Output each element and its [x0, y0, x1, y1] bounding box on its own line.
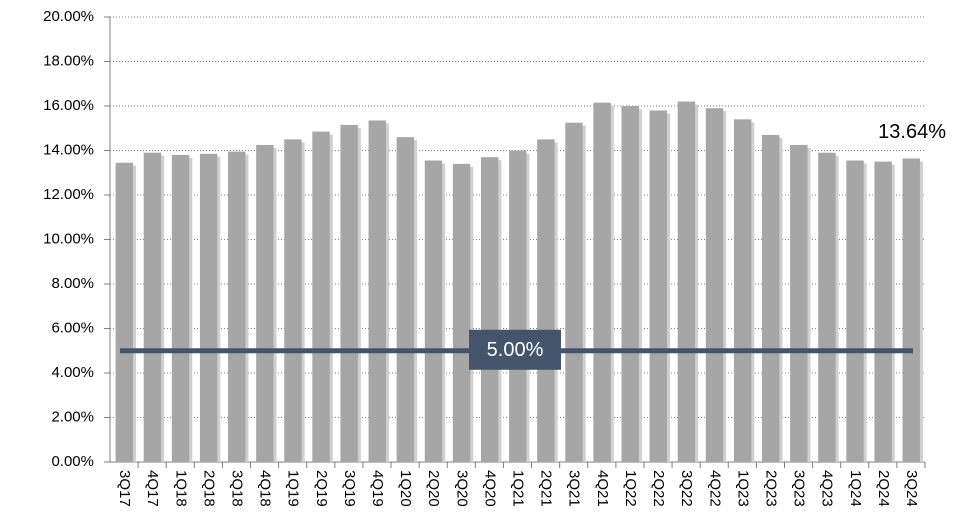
x-tick-label: 3Q23	[791, 470, 808, 507]
bar	[649, 110, 668, 462]
bar	[228, 151, 246, 463]
bar	[396, 137, 415, 462]
x-tick-label: 1Q20	[397, 470, 414, 507]
x-tick-label: 2Q19	[313, 470, 330, 507]
y-tick-label: 10.00%	[43, 230, 94, 247]
x-tick-label: 1Q18	[172, 470, 189, 507]
bar	[368, 120, 386, 463]
bar	[480, 157, 499, 463]
bar	[256, 144, 274, 462]
bar	[537, 139, 555, 462]
x-tick-label: 4Q23	[819, 470, 836, 507]
x-tick-label: 4Q20	[481, 470, 498, 507]
y-tick-label: 6.00%	[51, 319, 94, 336]
x-tick-label: 2Q18	[200, 470, 217, 507]
y-tick-label: 0.00%	[51, 453, 94, 470]
x-tick-label: 3Q20	[453, 470, 470, 507]
x-tick-label: 1Q24	[847, 470, 864, 507]
y-tick-label: 2.00%	[51, 408, 94, 425]
x-tick-label: 2Q23	[762, 470, 779, 507]
bar	[621, 106, 639, 462]
bar	[846, 160, 864, 462]
bar	[143, 152, 162, 462]
x-tick-label: 1Q23	[734, 470, 751, 507]
y-tick-label: 20.00%	[43, 8, 94, 25]
bar	[509, 150, 527, 462]
x-tick-label: 3Q22	[678, 470, 695, 507]
bar	[733, 119, 752, 462]
bar	[565, 122, 583, 462]
x-tick-label: 3Q24	[903, 470, 920, 507]
x-tick-label: 2Q22	[650, 470, 667, 507]
bar	[199, 153, 218, 462]
x-tick-label: 2Q20	[425, 470, 442, 507]
x-tick-label: 1Q19	[285, 470, 302, 507]
x-tick-label: 3Q18	[228, 470, 245, 507]
x-tick-label: 3Q17	[116, 470, 133, 507]
x-tick-label: 4Q22	[706, 470, 723, 507]
bar	[312, 131, 330, 462]
y-tick-label: 16.00%	[43, 97, 94, 114]
bar	[705, 108, 724, 462]
x-tick-label: 1Q21	[510, 470, 527, 507]
x-tick-label: 2Q24	[875, 470, 892, 507]
x-tick-label: 4Q18	[257, 470, 274, 507]
x-tick-label: 4Q19	[369, 470, 386, 507]
bar	[171, 154, 190, 462]
bar	[790, 144, 808, 462]
y-tick-label: 4.00%	[51, 364, 94, 381]
bar	[452, 163, 471, 462]
reference-label: 5.00%	[487, 339, 544, 361]
x-tick-label: 4Q21	[594, 470, 611, 507]
x-tick-label: 3Q19	[341, 470, 358, 507]
y-tick-label: 8.00%	[51, 275, 94, 292]
bar	[677, 101, 696, 463]
x-tick-label: 4Q17	[144, 470, 161, 507]
y-tick-label: 14.00%	[43, 141, 94, 158]
value-label: 13.64%	[878, 121, 946, 143]
x-tick-label: 1Q22	[622, 470, 639, 507]
x-tick-label: 3Q21	[566, 470, 583, 507]
y-tick-label: 18.00%	[43, 52, 94, 69]
bar	[818, 152, 836, 462]
bar	[115, 162, 134, 463]
bar	[874, 161, 892, 462]
bar	[762, 134, 780, 463]
bar	[902, 158, 920, 462]
bar	[340, 124, 358, 462]
reference-label-box	[469, 329, 561, 370]
x-tick-label: 2Q21	[538, 470, 555, 507]
bar	[284, 139, 302, 462]
bar	[424, 160, 443, 462]
bar	[593, 102, 611, 462]
y-tick-label: 12.00%	[43, 186, 94, 203]
